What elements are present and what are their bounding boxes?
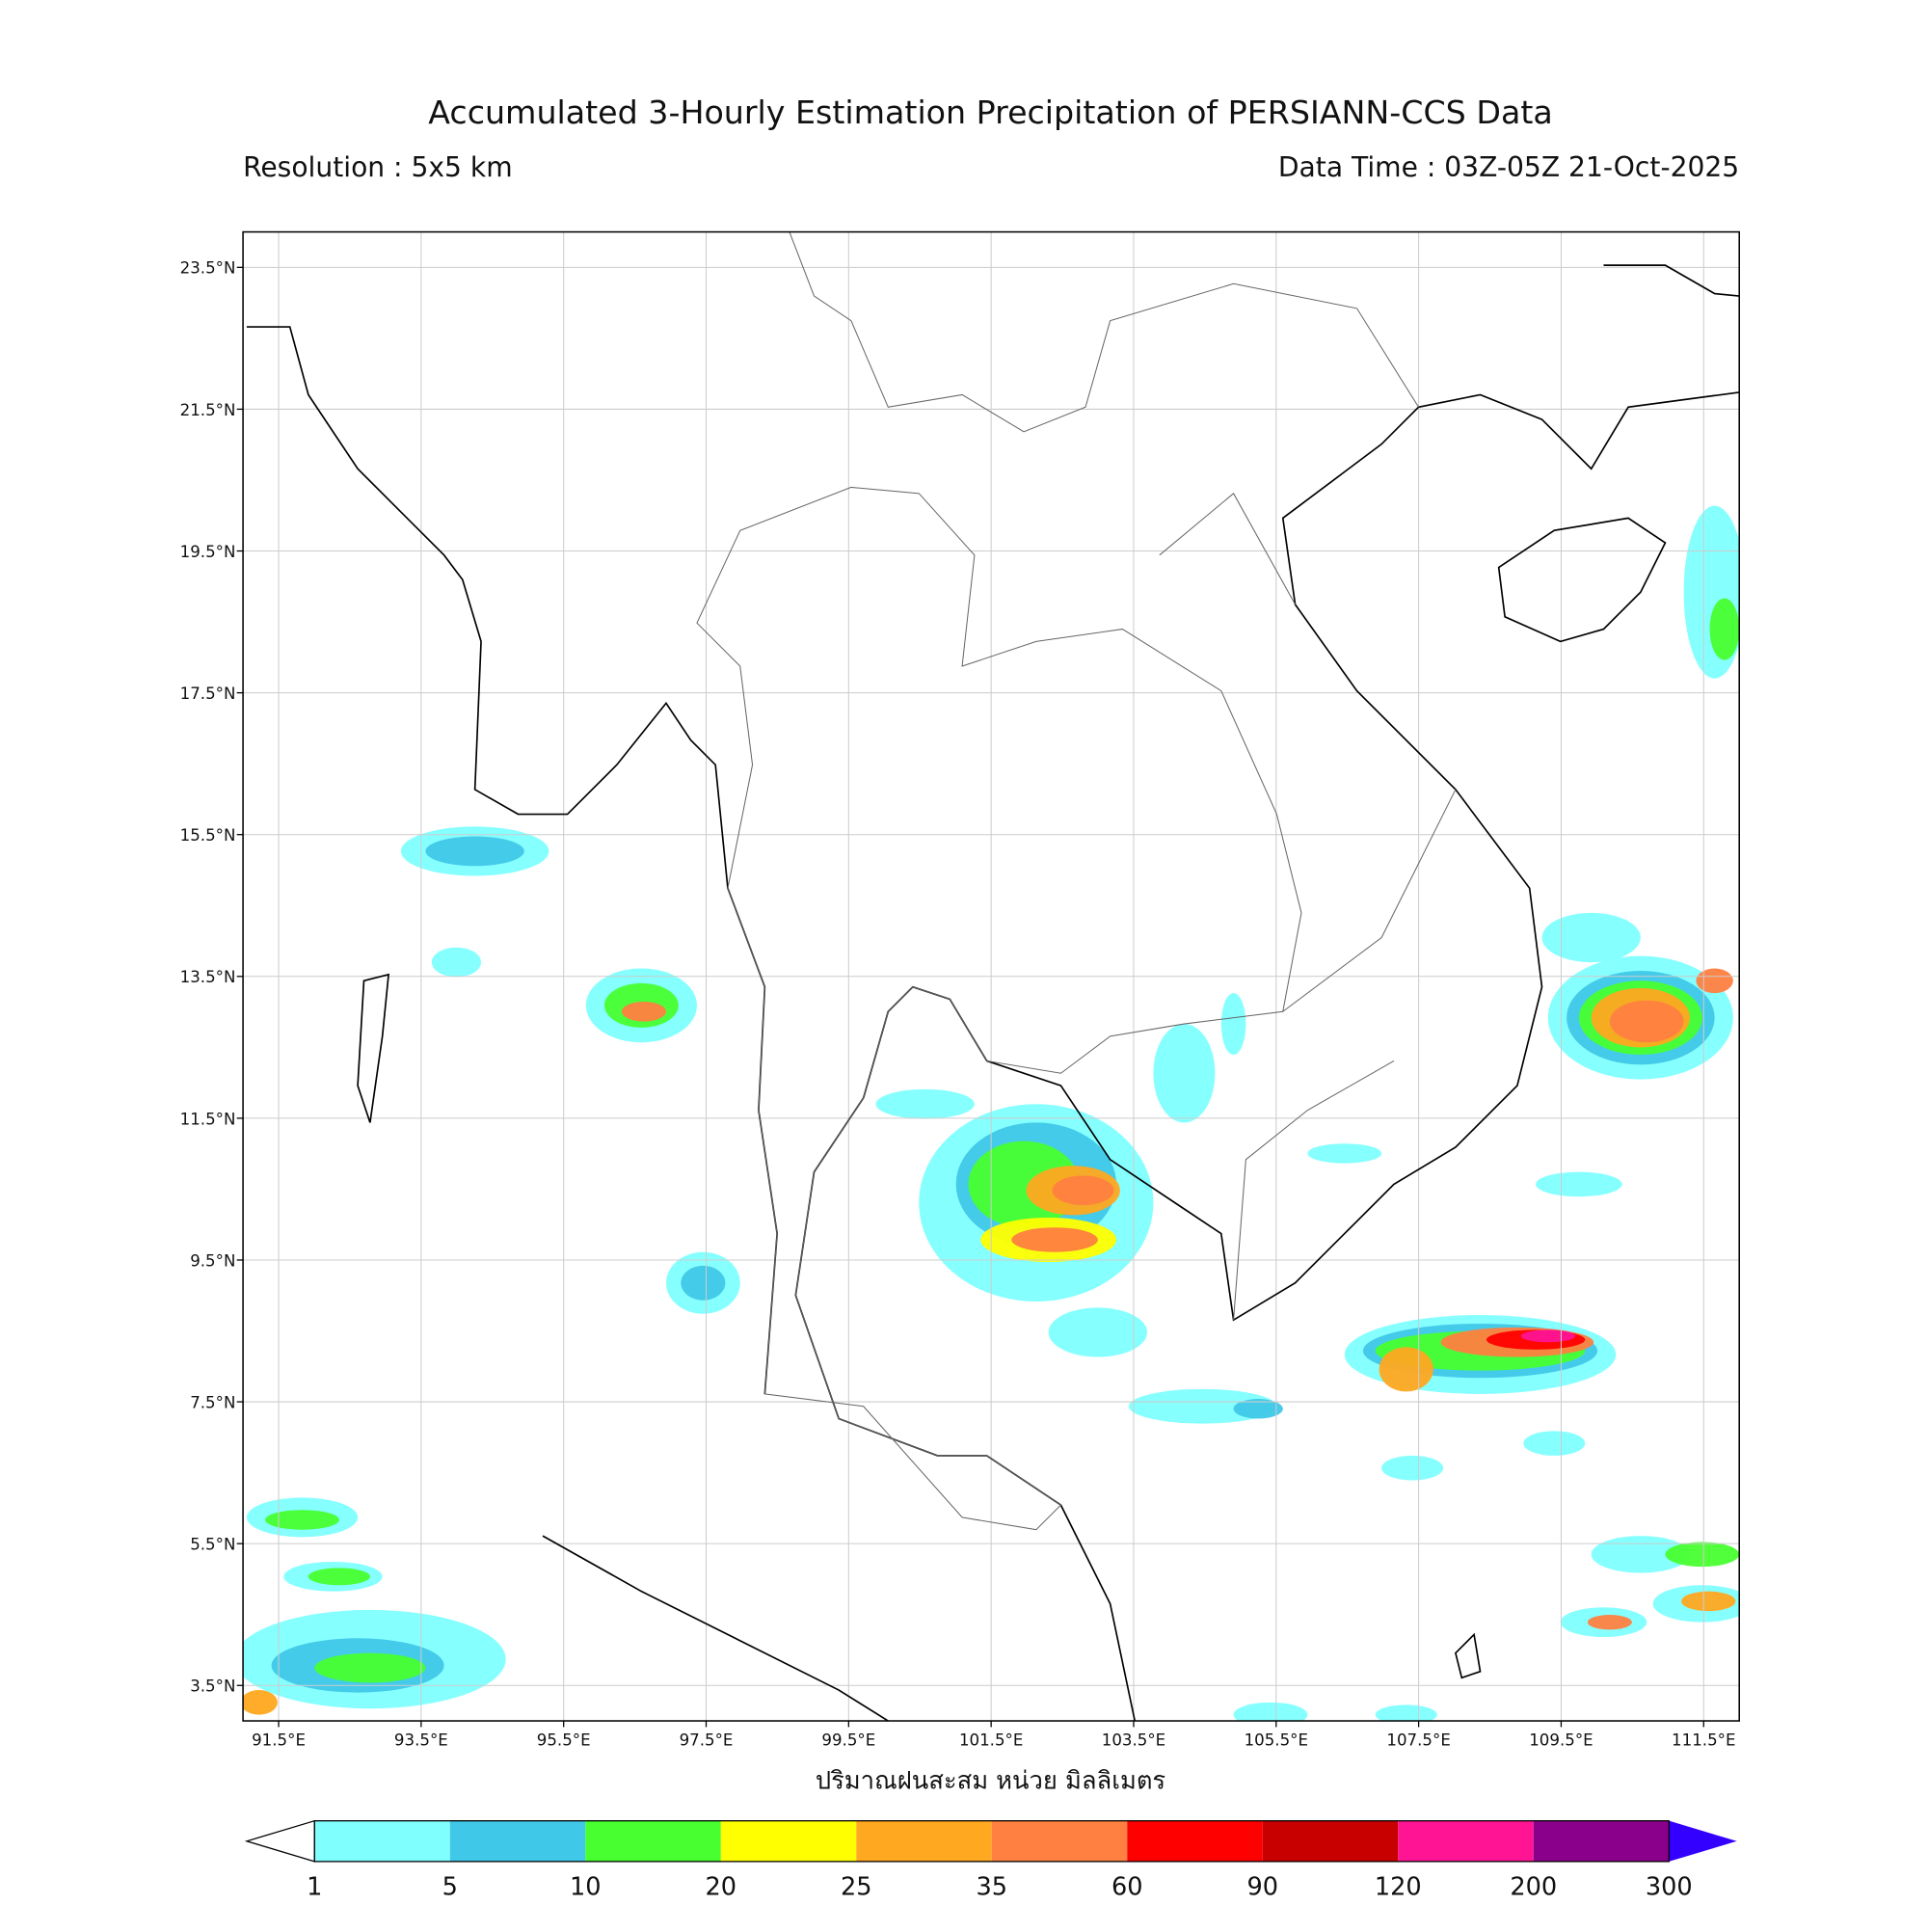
rain-area: [243, 1690, 278, 1715]
rain-area: [681, 1265, 726, 1301]
colorbar-label: 20: [706, 1872, 737, 1901]
x-axis-label: ปริมาณฝนสะสม หน่วย มิลลิเมตร: [816, 1766, 1165, 1795]
rain-area: [265, 1510, 339, 1530]
rain-area: [1233, 1702, 1308, 1722]
rain-area: [875, 1088, 975, 1119]
colorbar-label: 60: [1111, 1872, 1143, 1901]
y-tick-label: 11.5°N: [180, 1110, 236, 1128]
axes: 91.5°E 93.5°E 95.5°E 97.5°E 99.5°E 101.5°E 103…: [180, 259, 1736, 1750]
colorbar-label: 25: [841, 1872, 872, 1901]
rain-area: [1307, 1143, 1382, 1164]
island: [357, 973, 390, 1123]
colorbar-label: 90: [1247, 1872, 1279, 1901]
rain-area: [308, 1568, 370, 1586]
colorbar-label: 300: [1646, 1872, 1693, 1901]
rain-area: [1052, 1175, 1114, 1206]
rain-area: [1011, 1227, 1098, 1252]
x-tick-label: 93.5°E: [394, 1731, 448, 1750]
rain-area: [1375, 1704, 1437, 1722]
title: Accumulated 3-Hourly Estimation Precipit…: [428, 94, 1552, 131]
y-tick-label: 15.5°N: [180, 826, 236, 845]
colorbar-segment: [856, 1820, 992, 1862]
colorbar-segment: [585, 1820, 721, 1862]
y-tick-label: 9.5°N: [190, 1251, 235, 1270]
rain-area: [621, 1002, 666, 1022]
rain-area: [1683, 505, 1740, 679]
rain-area: [1541, 912, 1641, 963]
x-tick-label: 101.5°E: [959, 1731, 1023, 1750]
rain-area: [425, 836, 524, 867]
land-outlines: [246, 231, 1740, 1722]
colorbar-segment: [1262, 1820, 1399, 1862]
y-tick-label: 17.5°N: [180, 684, 236, 703]
colorbar-frame: [313, 1820, 1670, 1863]
x-tick-label: 91.5°E: [252, 1731, 306, 1750]
colorbar-label: 120: [1375, 1872, 1422, 1901]
colorbar-label: 35: [977, 1872, 1008, 1901]
y-tick-label: 7.5°N: [190, 1393, 235, 1411]
rain-area: [1536, 1171, 1622, 1197]
rain-layer: [243, 505, 1740, 1722]
rain-area: [1233, 1399, 1283, 1419]
rain-area: [1048, 1307, 1148, 1357]
x-tick-label: 95.5°E: [537, 1731, 591, 1750]
y-tick-label: 5.5°N: [190, 1536, 235, 1554]
x-tick-label: 111.5°E: [1672, 1731, 1735, 1750]
rain-area: [1681, 1591, 1736, 1612]
rain-area: [1523, 1431, 1586, 1456]
rain-area: [1220, 993, 1246, 1056]
x-tick-label: 97.5°E: [680, 1731, 734, 1750]
rain-area: [1587, 1614, 1632, 1630]
rain-area: [1153, 1024, 1216, 1123]
y-tick-label: 23.5°N: [180, 259, 236, 278]
island: [1454, 1632, 1482, 1679]
colorbar-label: 10: [570, 1872, 602, 1901]
colorbar-label: 200: [1510, 1872, 1557, 1901]
y-tick-label: 13.5°N: [180, 968, 236, 986]
x-tick-label: 107.5°E: [1386, 1731, 1450, 1750]
colorbar-label: 1: [307, 1872, 322, 1901]
y-tick-label: 21.5°N: [180, 401, 236, 419]
colorbar-label: 5: [442, 1872, 458, 1901]
colorbar: 1 5 10 20 25 35 60 90 120 200 300: [244, 1819, 1737, 1901]
rain-area: [1709, 598, 1740, 660]
country-border: [789, 231, 1457, 1321]
colorbar-segment: [314, 1820, 450, 1862]
colorbar-segment: [1127, 1820, 1263, 1862]
colorbar-segment: [1533, 1820, 1670, 1862]
resolution: Resolution : 5x5 km: [243, 151, 513, 183]
rain-area: [1665, 1542, 1740, 1568]
rain-area: [1591, 1536, 1691, 1573]
data-time: Data Time : 03Z-05Z 21-Oct-2025: [1278, 151, 1739, 183]
island: [1497, 517, 1667, 643]
colorbar-segment: [720, 1820, 857, 1862]
coastline: [542, 1535, 889, 1722]
thailand-border: [696, 486, 1302, 1531]
rain-area: [1696, 968, 1733, 994]
colorbar-segment: [1398, 1820, 1534, 1862]
x-tick-label: 109.5°E: [1529, 1731, 1593, 1750]
rain-area: [1520, 1329, 1576, 1343]
colorbar-over: [1669, 1820, 1737, 1862]
rain-area: [314, 1652, 426, 1683]
coastline: [862, 391, 1740, 1322]
coastline: [1603, 264, 1740, 297]
rain-area: [1381, 1455, 1444, 1481]
rain-area: [1379, 1347, 1433, 1392]
grid: [243, 231, 1740, 1722]
x-tick-label: 105.5°E: [1245, 1731, 1308, 1750]
rain-area: [1609, 1000, 1684, 1043]
colorbar-under: [244, 1819, 315, 1863]
y-tick-label: 19.5°N: [180, 543, 236, 561]
colorbar-segment: [991, 1820, 1128, 1862]
x-tick-label: 103.5°E: [1102, 1731, 1165, 1750]
x-tick-label: 99.5°E: [821, 1731, 875, 1750]
colorbar-segment: [449, 1820, 586, 1862]
y-tick-label: 3.5°N: [190, 1677, 235, 1696]
rain-area: [431, 947, 482, 978]
